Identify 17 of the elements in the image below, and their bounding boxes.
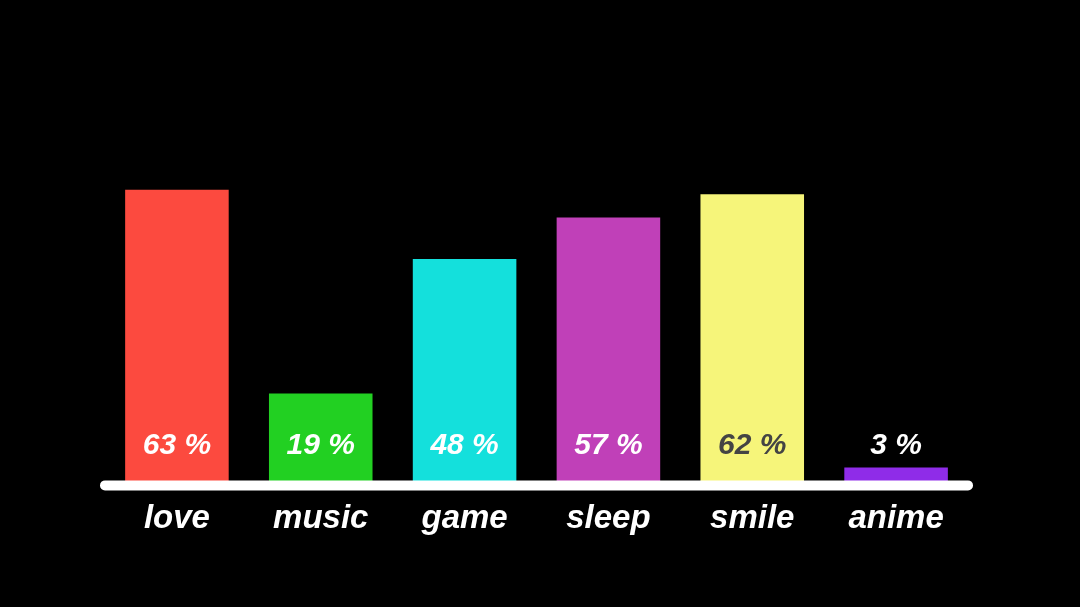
data-label: 3 % (870, 426, 922, 460)
data-label: 62 % (718, 426, 787, 460)
x-tick-label: anime (848, 498, 944, 536)
x-tick-label: sleep (566, 498, 651, 536)
data-label: 63 % (142, 426, 212, 460)
bar (125, 189, 229, 482)
data-label: 57 % (574, 426, 643, 460)
bar (268, 393, 373, 482)
x-tick-label: music (273, 498, 369, 536)
bar (556, 217, 661, 482)
x-tick-label: love (143, 498, 210, 536)
bar (700, 194, 805, 482)
bar (412, 259, 517, 482)
x-tick-label: smile (710, 498, 795, 536)
data-label: 19 % (286, 426, 355, 460)
data-label: 48 % (429, 426, 499, 460)
x-tick-label: game (420, 498, 508, 536)
